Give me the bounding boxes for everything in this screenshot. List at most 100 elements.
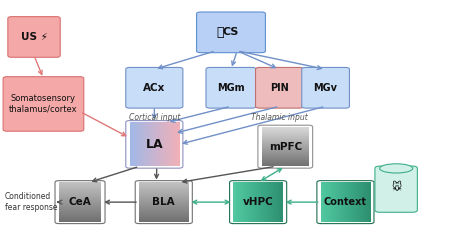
Bar xyxy=(369,182,370,222)
Bar xyxy=(139,214,189,215)
Bar xyxy=(365,182,366,222)
Bar xyxy=(59,192,101,193)
Bar xyxy=(277,182,278,222)
Bar xyxy=(59,183,101,184)
Bar xyxy=(262,128,309,129)
Bar xyxy=(139,206,189,207)
Bar xyxy=(176,122,177,166)
Bar xyxy=(345,182,346,222)
Bar xyxy=(59,188,101,189)
Bar xyxy=(262,156,309,157)
Bar xyxy=(273,182,274,222)
Bar xyxy=(262,165,309,166)
Bar xyxy=(266,182,267,222)
Bar xyxy=(365,182,366,222)
Bar xyxy=(366,182,367,222)
Bar xyxy=(139,200,189,201)
Bar xyxy=(267,182,268,222)
Bar xyxy=(262,135,309,136)
Bar xyxy=(262,157,309,158)
Bar xyxy=(177,122,178,166)
Bar xyxy=(255,182,256,222)
Bar xyxy=(138,122,139,166)
Bar xyxy=(139,215,189,216)
Bar xyxy=(329,182,330,222)
Bar xyxy=(139,219,189,220)
Bar xyxy=(262,146,309,147)
Bar xyxy=(152,122,153,166)
Bar xyxy=(160,122,161,166)
Bar xyxy=(59,203,101,204)
Bar xyxy=(352,182,353,222)
Bar xyxy=(158,122,159,166)
Bar xyxy=(140,122,141,166)
Bar xyxy=(139,202,189,203)
Bar xyxy=(139,212,189,213)
Bar xyxy=(59,199,101,200)
Bar xyxy=(139,185,189,186)
Bar xyxy=(153,122,154,166)
Bar xyxy=(325,182,326,222)
Bar xyxy=(270,182,271,222)
Bar xyxy=(244,182,245,222)
Bar xyxy=(59,191,101,192)
Bar xyxy=(59,205,101,206)
Bar xyxy=(59,218,101,219)
Bar xyxy=(261,182,262,222)
Bar xyxy=(245,182,246,222)
Bar xyxy=(330,182,331,222)
Bar xyxy=(262,140,309,141)
Bar xyxy=(262,137,309,138)
Bar xyxy=(164,122,165,166)
Bar xyxy=(172,122,173,166)
Bar xyxy=(342,182,343,222)
Bar xyxy=(357,182,358,222)
Bar xyxy=(348,182,349,222)
Bar xyxy=(154,122,155,166)
Bar xyxy=(250,182,251,222)
Bar xyxy=(259,182,260,222)
Bar xyxy=(247,182,248,222)
Bar xyxy=(139,184,189,185)
Bar xyxy=(367,182,368,222)
Bar xyxy=(139,210,189,211)
Bar xyxy=(328,182,329,222)
Bar xyxy=(275,182,276,222)
Bar xyxy=(350,182,351,222)
Text: Thalamic input: Thalamic input xyxy=(251,113,308,122)
Text: Somatosensory
thalamus/cortex: Somatosensory thalamus/cortex xyxy=(9,94,78,114)
Bar xyxy=(238,182,239,222)
Bar xyxy=(248,182,249,222)
Bar xyxy=(342,182,344,222)
Bar xyxy=(139,192,189,193)
Bar xyxy=(258,182,259,222)
Bar xyxy=(262,182,263,222)
Bar xyxy=(367,182,368,222)
Bar xyxy=(173,122,174,166)
Bar xyxy=(147,122,148,166)
Bar xyxy=(257,182,258,222)
Bar xyxy=(139,219,189,220)
Bar xyxy=(362,182,363,222)
Bar xyxy=(170,122,171,166)
Bar xyxy=(263,182,264,222)
Bar xyxy=(368,182,369,222)
Bar xyxy=(177,122,178,166)
Bar xyxy=(369,182,370,222)
Bar xyxy=(333,182,334,222)
Bar xyxy=(262,156,309,157)
Text: PIN: PIN xyxy=(270,83,289,93)
Bar xyxy=(262,152,309,153)
Bar xyxy=(262,149,309,150)
Bar xyxy=(59,208,101,209)
Bar xyxy=(143,122,144,166)
Bar xyxy=(237,182,238,222)
Bar xyxy=(139,203,189,204)
Bar xyxy=(346,182,347,222)
Bar xyxy=(59,210,101,211)
Bar xyxy=(262,134,309,135)
Bar xyxy=(138,122,139,166)
Bar xyxy=(249,182,250,222)
Bar xyxy=(266,182,267,222)
Bar xyxy=(326,182,327,222)
